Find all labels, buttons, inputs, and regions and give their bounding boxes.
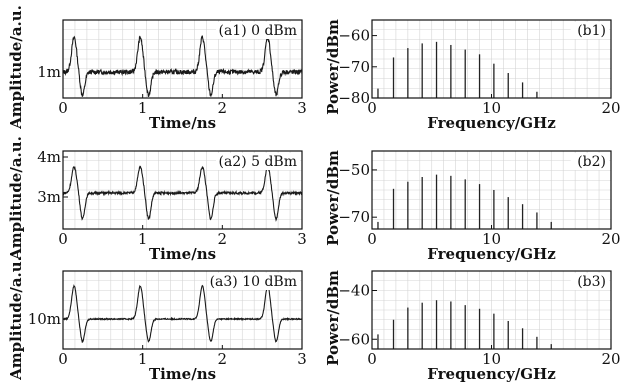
- y-axis-label: Power/dBm: [324, 270, 342, 366]
- x-axis-label: Time/ns: [149, 245, 216, 263]
- x-tick-label: 0: [58, 99, 68, 117]
- x-tick-label: 2: [218, 99, 228, 117]
- panel-label-box: [570, 22, 609, 39]
- x-tick-label: 3: [297, 230, 307, 248]
- y-tick-label: −70: [338, 208, 370, 226]
- x-tick-label: 2: [218, 350, 228, 368]
- x-tick-label: 1: [138, 230, 148, 248]
- panel-label-box: [216, 22, 300, 39]
- x-axis-label: Frequency/GHz: [427, 114, 556, 132]
- y-tick-label: 10m: [28, 310, 61, 328]
- x-tick-label: 10: [482, 350, 501, 368]
- grid-a1: [63, 20, 302, 98]
- y-tick-label: 1m: [37, 63, 61, 81]
- x-tick-label: 20: [601, 99, 620, 117]
- grid-b2: [372, 151, 611, 229]
- y-tick-label: −60: [338, 330, 370, 348]
- panel-label-box: [570, 153, 609, 170]
- x-tick-label: 0: [367, 350, 377, 368]
- x-axis-label: Frequency/GHz: [427, 245, 556, 263]
- x-tick-label: 3: [297, 350, 307, 368]
- waveform-trace-a3: [62, 284, 303, 344]
- panel-label-b3: (b3): [577, 274, 606, 290]
- panel-label-box: [570, 273, 609, 290]
- y-axis-label: Amplitude/a.u.: [7, 256, 25, 381]
- plot-frame-a2: [62, 150, 303, 230]
- x-tick-label: 10: [482, 99, 501, 117]
- x-tick-label: 0: [58, 230, 68, 248]
- y-tick-label: −50: [338, 161, 370, 179]
- y-tick-label: −70: [338, 58, 370, 76]
- grid-b3: [372, 271, 611, 349]
- panel-label-b1: (b1): [577, 23, 606, 39]
- panel-b1: 0 10 20 −60 −70 −80 Frequency/GHz Power/dBm (b1): [324, 19, 621, 132]
- waveform-trace-a2: [62, 165, 303, 222]
- waveform-trace-a1: [62, 35, 303, 97]
- x-tick-label: 20: [601, 230, 620, 248]
- y-tick-label: 4m: [37, 148, 61, 166]
- y-tick-label: −40: [338, 282, 370, 300]
- x-axis-label: Frequency/GHz: [427, 365, 556, 383]
- panel-b3: 0 10 20 −40 −60 Frequency/GHz Power/dBm (b3): [324, 270, 621, 383]
- x-tick-label: 3: [297, 99, 307, 117]
- x-axis-label: Time/ns: [149, 365, 216, 383]
- y-axis-label: Power/dBm: [324, 150, 342, 246]
- panel-label-a1: (a1) 0 dBm: [218, 23, 297, 39]
- y-tick-label: 3m: [37, 188, 61, 206]
- y-axis-label: Amplitude/a.u.: [7, 5, 25, 130]
- panel-label-box: [216, 153, 300, 170]
- x-axis-label: Time/ns: [149, 114, 216, 132]
- panel-label-a2: (a2) 5 dBm: [218, 154, 297, 170]
- panel-a3: 0 1 2 3 10m Time/ns Amplitude/a.u. (a3) 10 dBm: [7, 256, 307, 383]
- x-tick-label: 20: [601, 350, 620, 368]
- grid-a2: [63, 151, 302, 229]
- x-tick-label: 10: [482, 230, 501, 248]
- plot-frame-a1: [62, 19, 303, 99]
- panel-label-b2: (b2): [577, 154, 606, 170]
- x-tick-label: 0: [367, 230, 377, 248]
- x-tick-label: 2: [218, 230, 228, 248]
- x-tick-label: 0: [58, 350, 68, 368]
- x-tick-label: 1: [138, 350, 148, 368]
- y-axis-label: Power/dBm: [324, 19, 342, 115]
- panel-label-box: [208, 273, 300, 290]
- x-tick-label: 1: [138, 99, 148, 117]
- y-tick-label: −80: [338, 89, 370, 107]
- panel-a1: 0 1 2 3 1m Time/ns Amplitude/a.u. (a1) 0 dBm: [7, 5, 307, 132]
- plot-frame-a3: [62, 270, 303, 350]
- panel-label-a3: (a3) 10 dBm: [210, 274, 297, 290]
- panel-a2: 0 1 2 3 3m 4m Time/ns Amplitude/a.u. (a2) 5 dBm: [7, 136, 307, 263]
- x-tick-label: 0: [367, 99, 377, 117]
- panel-b2: 0 10 20 −50 −70 Frequency/GHz Power/dBm (b2): [324, 150, 621, 263]
- y-tick-label: −60: [338, 27, 370, 45]
- y-axis-label: Amplitude/a.u.: [7, 136, 25, 261]
